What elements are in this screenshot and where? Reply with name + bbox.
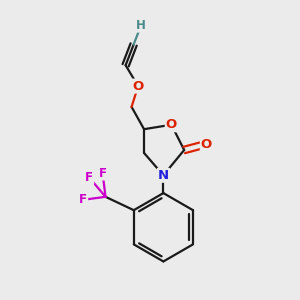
Text: H: H (136, 19, 146, 32)
Text: O: O (133, 80, 144, 93)
Text: N: N (158, 169, 169, 182)
Text: O: O (166, 118, 177, 131)
Text: O: O (201, 138, 212, 151)
Text: F: F (85, 171, 93, 184)
Text: F: F (79, 193, 87, 206)
Text: F: F (99, 167, 106, 179)
